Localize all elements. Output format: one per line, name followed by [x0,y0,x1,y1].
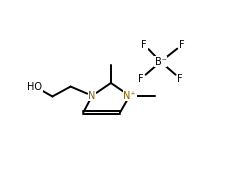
Text: F: F [142,40,147,50]
Text: F: F [179,40,185,50]
Text: N: N [89,91,96,101]
Text: F: F [138,74,144,84]
Text: F: F [177,74,183,84]
Text: N⁺: N⁺ [123,91,136,101]
Text: B⁻: B⁻ [155,57,166,67]
Text: HO: HO [27,82,42,92]
